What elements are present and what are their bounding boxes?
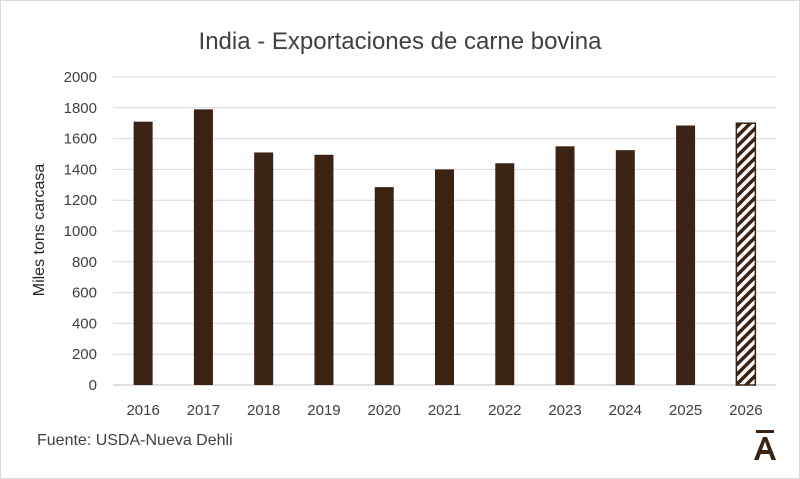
bar-2024 [615, 150, 635, 385]
bar-2025 [676, 125, 696, 385]
x-tick-label: 2023 [548, 402, 581, 419]
y-tick-label: 1600 [64, 131, 97, 148]
y-tick-label: 1200 [64, 192, 97, 209]
x-tick-label: 2016 [126, 402, 159, 419]
bar-2016 [133, 121, 153, 385]
y-tick-label: 600 [72, 285, 97, 302]
chart-title: India - Exportaciones de carne bovina [198, 28, 602, 55]
x-tick-label: 2018 [247, 402, 280, 419]
y-tick-label: 200 [72, 346, 97, 363]
bar-projected-2026 [735, 122, 757, 386]
source-note: Fuente: USDA-Nueva Dehli [37, 432, 233, 449]
x-tick-label: 2020 [368, 402, 401, 419]
bar-2020 [374, 187, 394, 385]
x-tick-label: 2026 [729, 402, 762, 419]
x-tick-label: 2021 [428, 402, 461, 419]
bar-2023 [555, 146, 575, 385]
y-tick-label: 800 [72, 254, 97, 271]
x-tick-label: 2022 [488, 402, 521, 419]
bar-2021 [435, 169, 454, 385]
y-tick-label: 0 [89, 377, 97, 394]
brand-logo: Ā [752, 428, 778, 462]
x-tick-label: 2024 [609, 402, 642, 419]
x-tick-label: 2017 [187, 402, 220, 419]
bar-2022 [495, 163, 515, 385]
x-tick-label: 2025 [669, 402, 702, 419]
bar-2019 [314, 154, 334, 385]
y-tick-label: 400 [72, 315, 97, 332]
y-tick-label: 1800 [64, 100, 97, 117]
x-tick-label: 2019 [307, 402, 340, 419]
y-tick-label: 2000 [64, 69, 97, 86]
bar-2018 [254, 152, 274, 385]
y-tick-label: 1400 [64, 161, 97, 178]
y-tick-label: 1000 [64, 223, 97, 240]
bar-2017 [193, 109, 213, 385]
